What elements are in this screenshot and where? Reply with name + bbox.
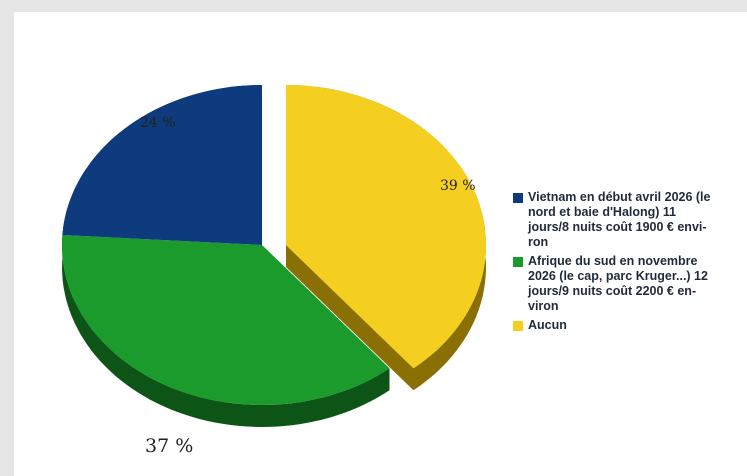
pie-side-afrique xyxy=(62,235,390,427)
legend-item-afrique: Afrique du sud en novembre 2026 (le cap,… xyxy=(513,254,735,314)
legend-label-afrique-1: Afrique du sud en novembre xyxy=(528,254,698,268)
legend-item-aucun: Aucun xyxy=(513,318,735,333)
pie-cut-face-aucun-1 xyxy=(286,245,414,391)
pie-slices xyxy=(62,85,487,406)
pie-label-aucun: 39 % xyxy=(440,178,476,194)
legend-label-afrique-2: 2026 (le cap, parc Kruger...) 12 xyxy=(528,269,708,283)
pie-label-afrique: 37 % xyxy=(145,435,193,457)
pie-label-vietnam: 24 % xyxy=(140,115,176,131)
legend-label-afrique-4: viron xyxy=(528,299,559,313)
legend-label-vietnam-1: Vietnam en début avril 2026 (le xyxy=(528,190,711,204)
legend-label-vietnam-3: jours/8 nuits coût 1900 € envi- xyxy=(528,220,707,234)
pie-labels: 39 % 37 % 24 % xyxy=(140,115,476,457)
pie-slice-afrique xyxy=(62,235,390,406)
legend-label-afrique-3: jours/9 nuits coût 2200 € en- xyxy=(528,284,697,298)
legend-item-vietnam: Vietnam en début avril 2026 (le nord et … xyxy=(513,190,735,250)
legend-swatch-afrique xyxy=(513,257,523,267)
chart-legend: Vietnam en début avril 2026 (le nord et … xyxy=(513,190,735,337)
legend-swatch-aucun xyxy=(513,321,523,331)
legend-label-vietnam-2: nord et baie d'Halong) 11 xyxy=(528,205,677,219)
pie-slice-vietnam xyxy=(62,85,263,245)
pie-slice-aucun xyxy=(286,85,487,369)
legend-label-aucun: Aucun xyxy=(528,318,567,332)
legend-swatch-vietnam xyxy=(513,193,523,203)
legend-label-vietnam-4: ron xyxy=(528,235,549,249)
